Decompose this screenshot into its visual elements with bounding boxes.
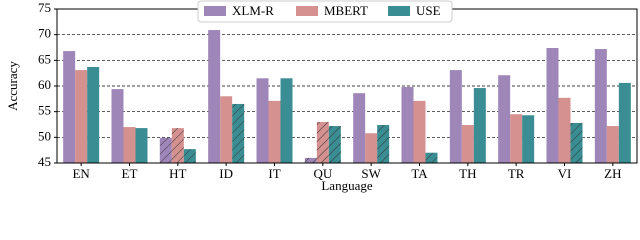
x-tick-label: EN: [72, 166, 90, 181]
bar: [401, 87, 414, 163]
bar: [606, 126, 619, 163]
bar: [208, 30, 221, 164]
bar: [111, 89, 124, 163]
bar: [618, 82, 631, 163]
bar-hatch: [570, 122, 583, 163]
bar: [123, 127, 136, 163]
bar: [75, 70, 88, 163]
legend-label: XLM-R: [232, 3, 274, 18]
x-tick-label: TR: [508, 166, 525, 181]
bar: [413, 100, 426, 163]
x-tick-label: TH: [459, 166, 476, 181]
y-tick-label: 50: [38, 128, 51, 143]
bar-hatch: [328, 126, 341, 163]
y-tick-label: 45: [38, 154, 51, 169]
bar-hatch: [232, 103, 245, 163]
y-tick-label: 60: [38, 77, 51, 92]
x-tick-label: QU: [313, 166, 332, 181]
y-tick-label: 55: [38, 103, 51, 118]
bar: [498, 75, 511, 163]
bar: [522, 115, 535, 163]
bar: [461, 125, 474, 163]
bar: [268, 100, 281, 163]
x-tick-label: SW: [361, 166, 381, 181]
bar: [220, 96, 233, 163]
y-tick-label: 75: [38, 0, 51, 15]
bar-hatch: [159, 137, 172, 163]
x-tick-label: HT: [169, 166, 186, 181]
bar: [135, 128, 148, 163]
bar-hatch: [377, 125, 390, 163]
legend-swatch: [204, 6, 226, 16]
bar-hatch: [304, 157, 317, 163]
bar: [546, 48, 559, 163]
bar: [510, 114, 523, 163]
x-axis-label: Language: [321, 178, 372, 193]
y-tick-label: 70: [38, 26, 51, 41]
bar: [63, 51, 76, 163]
x-tick-label: TA: [411, 166, 428, 181]
x-tick-label: ET: [122, 166, 138, 181]
bar: [365, 133, 378, 163]
bar-hatch: [171, 128, 184, 163]
bar: [280, 78, 293, 163]
legend-swatch: [296, 6, 318, 16]
bar: [594, 49, 607, 163]
bar-hatch: [183, 149, 196, 163]
x-tick-label: VI: [558, 166, 572, 181]
bar-hatch: [425, 152, 438, 163]
bar: [256, 78, 269, 163]
legend-swatch: [388, 6, 410, 16]
bar: [87, 67, 100, 163]
bar-hatch: [316, 121, 329, 163]
y-axis-label: Accuracy: [5, 61, 20, 111]
y-tick-label: 65: [38, 51, 51, 66]
bar: [353, 93, 366, 163]
x-tick-label: IT: [268, 166, 280, 181]
bar: [558, 97, 571, 163]
chart: Accuracy Language 45 50 55 60 65 70 75 EN ET HT ID…: [5, 0, 638, 193]
x-tick-label: ZH: [604, 166, 621, 181]
legend-label: MBERT: [324, 3, 368, 18]
bar: [449, 70, 462, 163]
legend-label: USE: [416, 3, 441, 18]
x-tick-label: ID: [219, 166, 233, 181]
bar: [473, 88, 486, 163]
